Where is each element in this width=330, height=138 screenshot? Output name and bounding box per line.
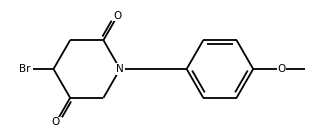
- Text: O: O: [278, 64, 286, 74]
- Text: O: O: [114, 11, 122, 21]
- Text: Br: Br: [19, 64, 31, 74]
- Text: O: O: [52, 117, 60, 127]
- Text: N: N: [116, 64, 124, 74]
